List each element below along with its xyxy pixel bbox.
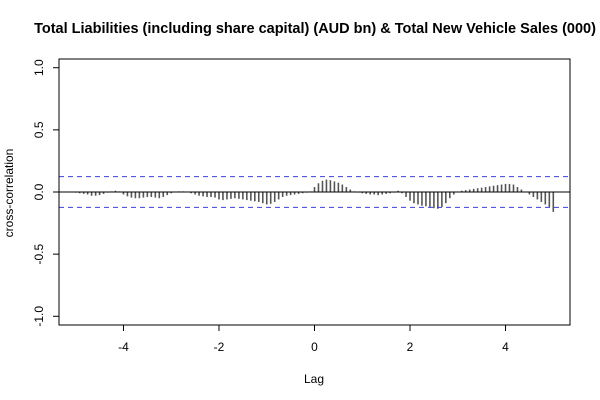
x-tick-label: 0	[311, 340, 318, 354]
x-tick-label: 2	[407, 340, 414, 354]
x-tick-label: 4	[502, 340, 509, 354]
y-tick-label: 0.0	[32, 183, 46, 200]
x-tick-label: -4	[118, 340, 129, 354]
y-axis-label: cross-correlation	[2, 149, 16, 238]
y-tick-label: -1.0	[32, 306, 46, 327]
reference-lines	[59, 176, 570, 208]
y-axis: -1.0 -0.5 0.0 0.5 1.0	[32, 59, 60, 327]
x-tick-label: -2	[214, 340, 225, 354]
y-tick-label: -0.5	[32, 243, 46, 264]
x-axis: -4 -2 0 2 4	[118, 324, 509, 354]
y-tick-label: 0.5	[32, 121, 46, 138]
y-tick-label: 1.0	[32, 59, 46, 76]
x-axis-label: Lag	[304, 372, 324, 386]
chart-title: Total Liabilities (including share capit…	[34, 21, 596, 37]
